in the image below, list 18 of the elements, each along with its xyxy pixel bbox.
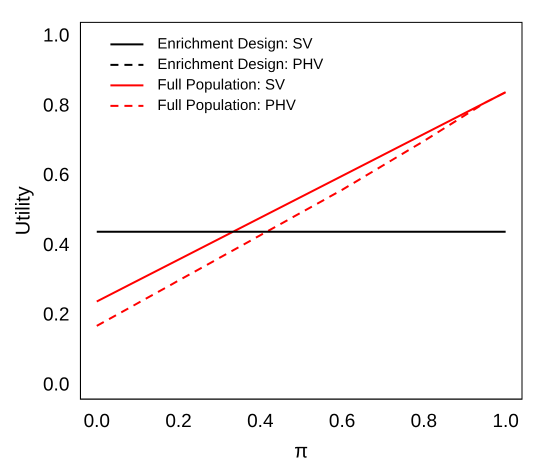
x-tick-label: 0.0 bbox=[84, 410, 110, 432]
x-tick-label: 0.6 bbox=[328, 410, 356, 432]
legend-label: Full Population: PHV bbox=[157, 97, 296, 114]
y-tick-label: 0.4 bbox=[42, 234, 70, 256]
legend-label: Enrichment Design: SV bbox=[157, 36, 312, 53]
y-tick-label: 1.0 bbox=[42, 26, 70, 47]
y-tick-label: 0.6 bbox=[42, 165, 70, 186]
x-tick-label: 0.8 bbox=[410, 410, 438, 432]
y-tick-label: 0.2 bbox=[42, 304, 70, 326]
x-tick-label: 1.0 bbox=[492, 410, 519, 432]
y-tick-label: 0.8 bbox=[42, 95, 70, 116]
y-axis-title: Utility bbox=[12, 186, 35, 236]
legend-label: Enrichment Design: PHV bbox=[157, 56, 324, 74]
x-tick-label: 0.4 bbox=[247, 410, 274, 432]
legend-label: Full Population: SV bbox=[157, 76, 285, 94]
x-axis-title: π bbox=[294, 440, 308, 463]
x-tick-label: 0.2 bbox=[165, 410, 192, 432]
y-tick-label: 0.0 bbox=[42, 374, 70, 396]
